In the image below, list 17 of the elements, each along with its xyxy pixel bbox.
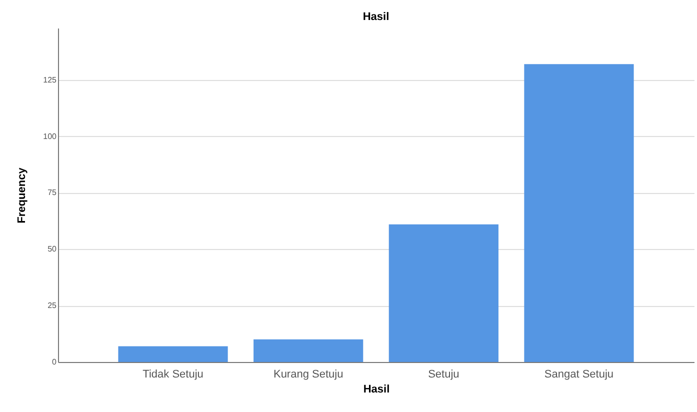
chart-title: Hasil (362, 11, 390, 23)
y-tick-label: 0 (52, 358, 58, 366)
y-tick-label: 75 (48, 188, 58, 198)
x-axis-title: Hasil (363, 384, 390, 396)
bar (388, 224, 498, 362)
y-tick-label: 50 (48, 244, 58, 254)
bar (254, 339, 364, 362)
bar (524, 64, 634, 362)
x-tick-label: Setuju (428, 368, 460, 380)
bar (118, 346, 228, 362)
x-tick-label: Tidak Setuju (142, 368, 204, 380)
x-tick-label: Kurang Setuju (273, 368, 344, 380)
x-tick-label: Sangat Setuju (544, 368, 614, 380)
y-axis-title: Frequency (16, 166, 28, 224)
y-tick-label: 25 (48, 301, 58, 310)
y-tick-label: 100 (43, 132, 58, 141)
y-tick-label: 125 (43, 75, 58, 84)
